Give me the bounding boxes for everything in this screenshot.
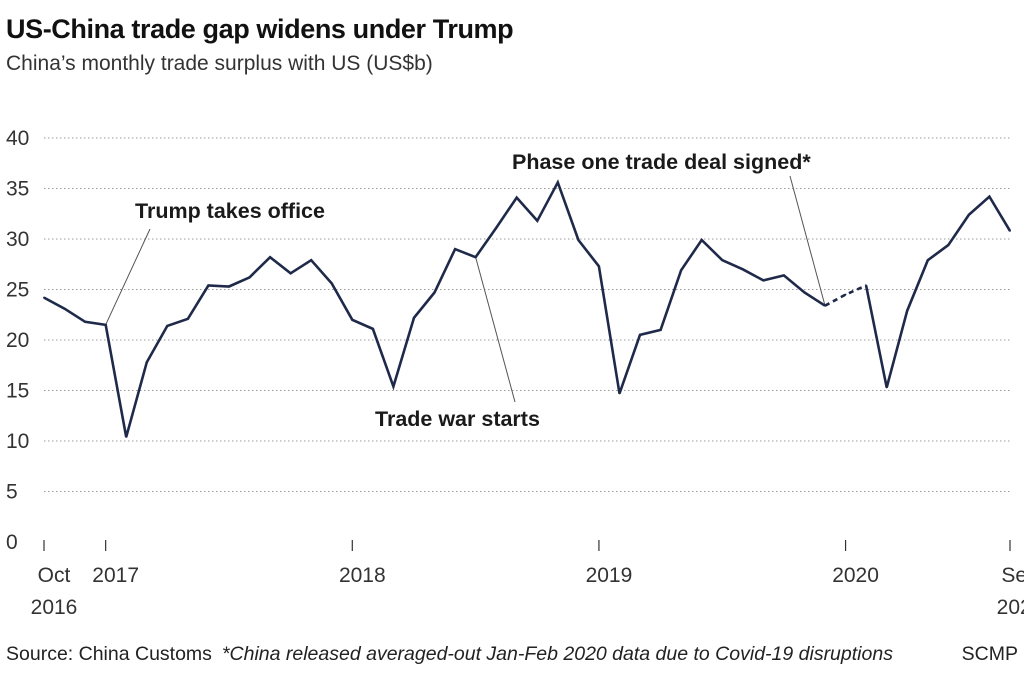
annotation-leader	[789, 175, 826, 306]
footnote-text: *China released averaged-out Jan-Feb 202…	[221, 643, 893, 665]
data-point	[454, 248, 456, 251]
data-point	[783, 274, 785, 277]
data-point	[906, 309, 909, 312]
data-point	[618, 392, 621, 395]
data-point	[865, 284, 868, 287]
data-point	[680, 269, 683, 272]
y-tick-label: 15	[6, 380, 29, 403]
data-point	[392, 385, 395, 388]
footer: Source: China Customs *China released ave…	[6, 643, 1018, 666]
data-point	[248, 276, 251, 279]
y-tick-label: 35	[6, 178, 29, 201]
x-tick-label: 2020	[997, 596, 1024, 619]
x-tick-label: 2017	[92, 564, 139, 587]
data-point	[741, 268, 744, 271]
data-point	[515, 196, 518, 199]
y-tick-label: 30	[6, 228, 29, 251]
y-axis-tick-labels: 0 5 10 15 20 25 30 35 40	[6, 127, 29, 554]
data-point	[577, 239, 580, 241]
gridlines	[44, 137, 1010, 492]
y-tick-label: 0	[6, 531, 18, 554]
annotations: Trump takes office Trade war starts Phase …	[135, 150, 811, 431]
data-point	[125, 436, 128, 438]
data-point	[145, 361, 148, 364]
data-point	[988, 195, 991, 198]
data-point	[228, 285, 230, 288]
annotation-label: Trump takes office	[135, 199, 325, 223]
data-point	[947, 244, 950, 246]
y-tick-label: 20	[6, 329, 29, 352]
data-point	[885, 386, 888, 389]
data-point	[104, 323, 107, 326]
series-line-dashed-segment	[824, 284, 867, 307]
data-point	[433, 291, 436, 294]
annotation-leader-lines	[105, 175, 826, 403]
annotation-label: Phase one trade deal signed*	[512, 150, 811, 174]
source-text: Source: China Customs	[6, 643, 212, 665]
x-tick-label: 2020	[832, 564, 879, 587]
data-point	[43, 296, 45, 299]
data-point	[330, 282, 333, 285]
data-point	[310, 259, 313, 262]
data-point	[84, 320, 87, 323]
data-point	[926, 259, 929, 262]
data-point	[967, 213, 970, 216]
data-point	[803, 291, 806, 294]
data-point	[269, 256, 271, 259]
x-tick-label: 2018	[339, 564, 386, 587]
y-tick-label: 40	[6, 127, 29, 150]
data-point	[413, 316, 415, 319]
chart-title: US-China trade gap widens under Trump	[6, 14, 514, 44]
data-point	[659, 329, 662, 331]
x-tick-label: 2016	[31, 596, 78, 619]
x-tick-label: 2019	[586, 564, 633, 587]
x-axis-ticks: Oct 2016 2017 2018 2019 2020 Sep 2020	[31, 540, 1024, 619]
brand-label: SCMP	[961, 643, 1018, 665]
y-tick-label: 5	[6, 481, 18, 504]
y-tick-label: 25	[6, 279, 29, 302]
data-point	[351, 318, 354, 321]
data-point	[824, 304, 826, 307]
data-point	[844, 293, 847, 296]
data-point	[598, 265, 600, 268]
data-point	[289, 272, 292, 275]
annotation-leader	[475, 257, 516, 403]
data-point	[207, 284, 210, 287]
data-point	[495, 226, 498, 229]
y-tick-label: 10	[6, 430, 29, 453]
data-point	[186, 317, 189, 320]
annotation-label: Trade war starts	[375, 407, 540, 431]
data-point	[639, 334, 641, 336]
data-point	[371, 327, 374, 330]
data-point	[762, 279, 765, 282]
data-point	[556, 181, 559, 184]
data-point	[1009, 230, 1011, 232]
data-point	[700, 239, 703, 241]
data-point	[721, 259, 724, 262]
data-point	[536, 219, 539, 222]
data-point	[63, 307, 66, 310]
data-point	[474, 256, 477, 259]
series-line-segment	[864, 194, 1012, 388]
chart-subtitle: China’s monthly trade surplus with US (U…	[6, 52, 433, 75]
data-points	[43, 181, 1011, 438]
x-tick-label: Oct	[38, 564, 71, 587]
annotation-leader	[105, 228, 151, 326]
data-point	[166, 324, 169, 327]
x-tick-label: Sep	[1001, 564, 1024, 587]
